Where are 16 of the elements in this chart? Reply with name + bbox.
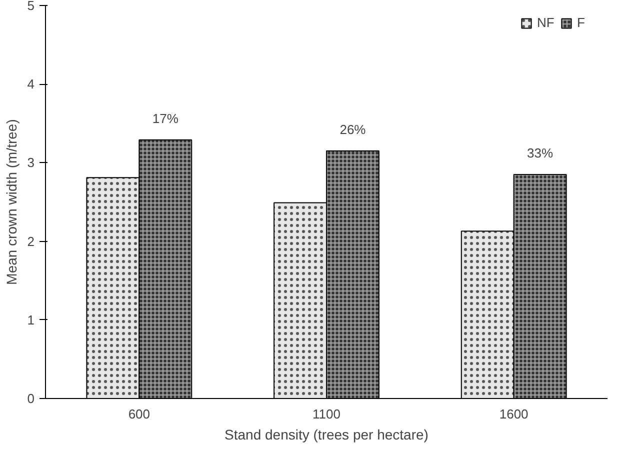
y-tick-label: 5 bbox=[27, 0, 35, 13]
y-tick-label: 1 bbox=[27, 312, 35, 328]
annotation: 26% bbox=[340, 122, 366, 137]
legend-label: F bbox=[577, 15, 586, 30]
y-tick-label: 4 bbox=[27, 76, 35, 92]
y-tick-label: 3 bbox=[27, 155, 35, 170]
y-tick-label: 0 bbox=[27, 391, 35, 406]
annotation: 17% bbox=[152, 110, 179, 126]
x-tick-label: 1100 bbox=[312, 406, 340, 422]
x-tick-label: 600 bbox=[128, 406, 150, 422]
x-axis-title: Stand density (trees per hectare) bbox=[224, 426, 428, 442]
annotation: 33% bbox=[527, 145, 554, 160]
y-tick-label: 2 bbox=[27, 234, 35, 249]
x-tick-label: 1600 bbox=[499, 406, 528, 422]
y-axis-title: Mean crown width (m/tree) bbox=[3, 119, 20, 285]
legend-label: NF bbox=[537, 15, 556, 30]
